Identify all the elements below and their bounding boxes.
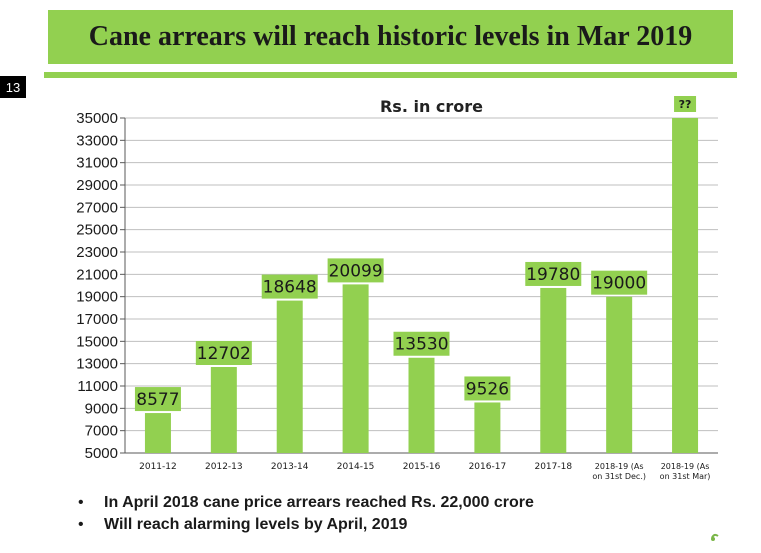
- data-label-box: [591, 270, 648, 295]
- x-tick-label: 2014-15: [337, 462, 375, 472]
- y-tick-label: 17000: [76, 311, 118, 328]
- bar-chart: Rs. in crore 5000 7000 9000 11000 13000 15000 1…: [76, 96, 718, 481]
- y-tick-label: 29000: [76, 177, 118, 194]
- bar: [342, 284, 369, 453]
- y-tick-label: 9000: [85, 400, 118, 417]
- data-label: ??: [679, 98, 692, 111]
- data-label-box: [525, 261, 582, 286]
- bar: [672, 118, 699, 453]
- x-tick-label: 2013-14: [271, 462, 309, 472]
- chart-title: Rs. in crore: [380, 97, 483, 116]
- bullet-item: In April 2018 cane price arrears reached…: [78, 492, 718, 514]
- y-tick-label: 5000: [85, 445, 118, 462]
- data-label: 13530: [394, 335, 448, 355]
- data-label-box: [327, 258, 384, 283]
- data-label: 12702: [197, 344, 251, 364]
- data-label-box: [134, 387, 181, 412]
- bar: [210, 366, 237, 453]
- x-tick-label: on 31st Mar): [660, 472, 711, 481]
- bar: [276, 300, 303, 453]
- data-label: 8577: [136, 390, 179, 410]
- data-label-box: [674, 96, 697, 112]
- y-tick-label: 15000: [76, 333, 118, 350]
- bullet-list: In April 2018 cane price arrears reached…: [78, 492, 718, 536]
- title-underline: [44, 72, 737, 78]
- x-tick-label: 2011-12: [139, 462, 177, 472]
- data-label: 18648: [263, 278, 317, 298]
- y-tick-label: 31000: [76, 155, 118, 172]
- data-label: 20099: [329, 261, 383, 281]
- x-tick-label: 2015-16: [403, 462, 441, 472]
- y-tick-label: 7000: [85, 423, 118, 440]
- x-tick-label: 2016-17: [469, 462, 507, 472]
- y-tick-label: 25000: [76, 222, 118, 239]
- x-tick-label: 2017-18: [534, 462, 572, 472]
- y-tick-label: 33000: [76, 132, 118, 149]
- y-tick-label: 11000: [77, 378, 118, 395]
- bullet-item: Will reach alarming levels by April, 201…: [78, 514, 718, 536]
- x-tick-label: 2012-13: [205, 462, 243, 472]
- isma-logo: [711, 533, 719, 541]
- y-tick-label: 27000: [76, 199, 118, 216]
- data-label-box: [393, 331, 450, 356]
- data-label-box: [464, 376, 511, 401]
- x-tick-label: 2018-19 (As: [661, 462, 710, 471]
- data-label: 19780: [526, 265, 580, 285]
- y-tick-label: 13000: [76, 356, 118, 373]
- slide-number: 13: [0, 76, 26, 98]
- bar: [606, 296, 633, 453]
- x-tick-label: 2018-19 (As: [595, 462, 644, 471]
- data-label-box: [195, 340, 252, 365]
- bar: [144, 413, 171, 453]
- y-tick-label: 35000: [76, 110, 118, 127]
- slide-title: Cane arrears will reach historic levels …: [88, 21, 693, 52]
- y-tick-label: 19000: [76, 289, 118, 306]
- bar: [474, 402, 501, 453]
- title-banner: Cane arrears will reach historic levels …: [48, 10, 733, 64]
- data-label-box: [261, 274, 318, 299]
- x-tick-label: on 31st Dec.): [592, 472, 646, 481]
- y-tick-label: 21000: [76, 266, 118, 283]
- data-label: 19000: [592, 274, 646, 294]
- data-label: 9526: [466, 379, 509, 399]
- bar: [408, 357, 435, 453]
- bar: [540, 287, 567, 453]
- y-tick-label: 23000: [76, 244, 118, 261]
